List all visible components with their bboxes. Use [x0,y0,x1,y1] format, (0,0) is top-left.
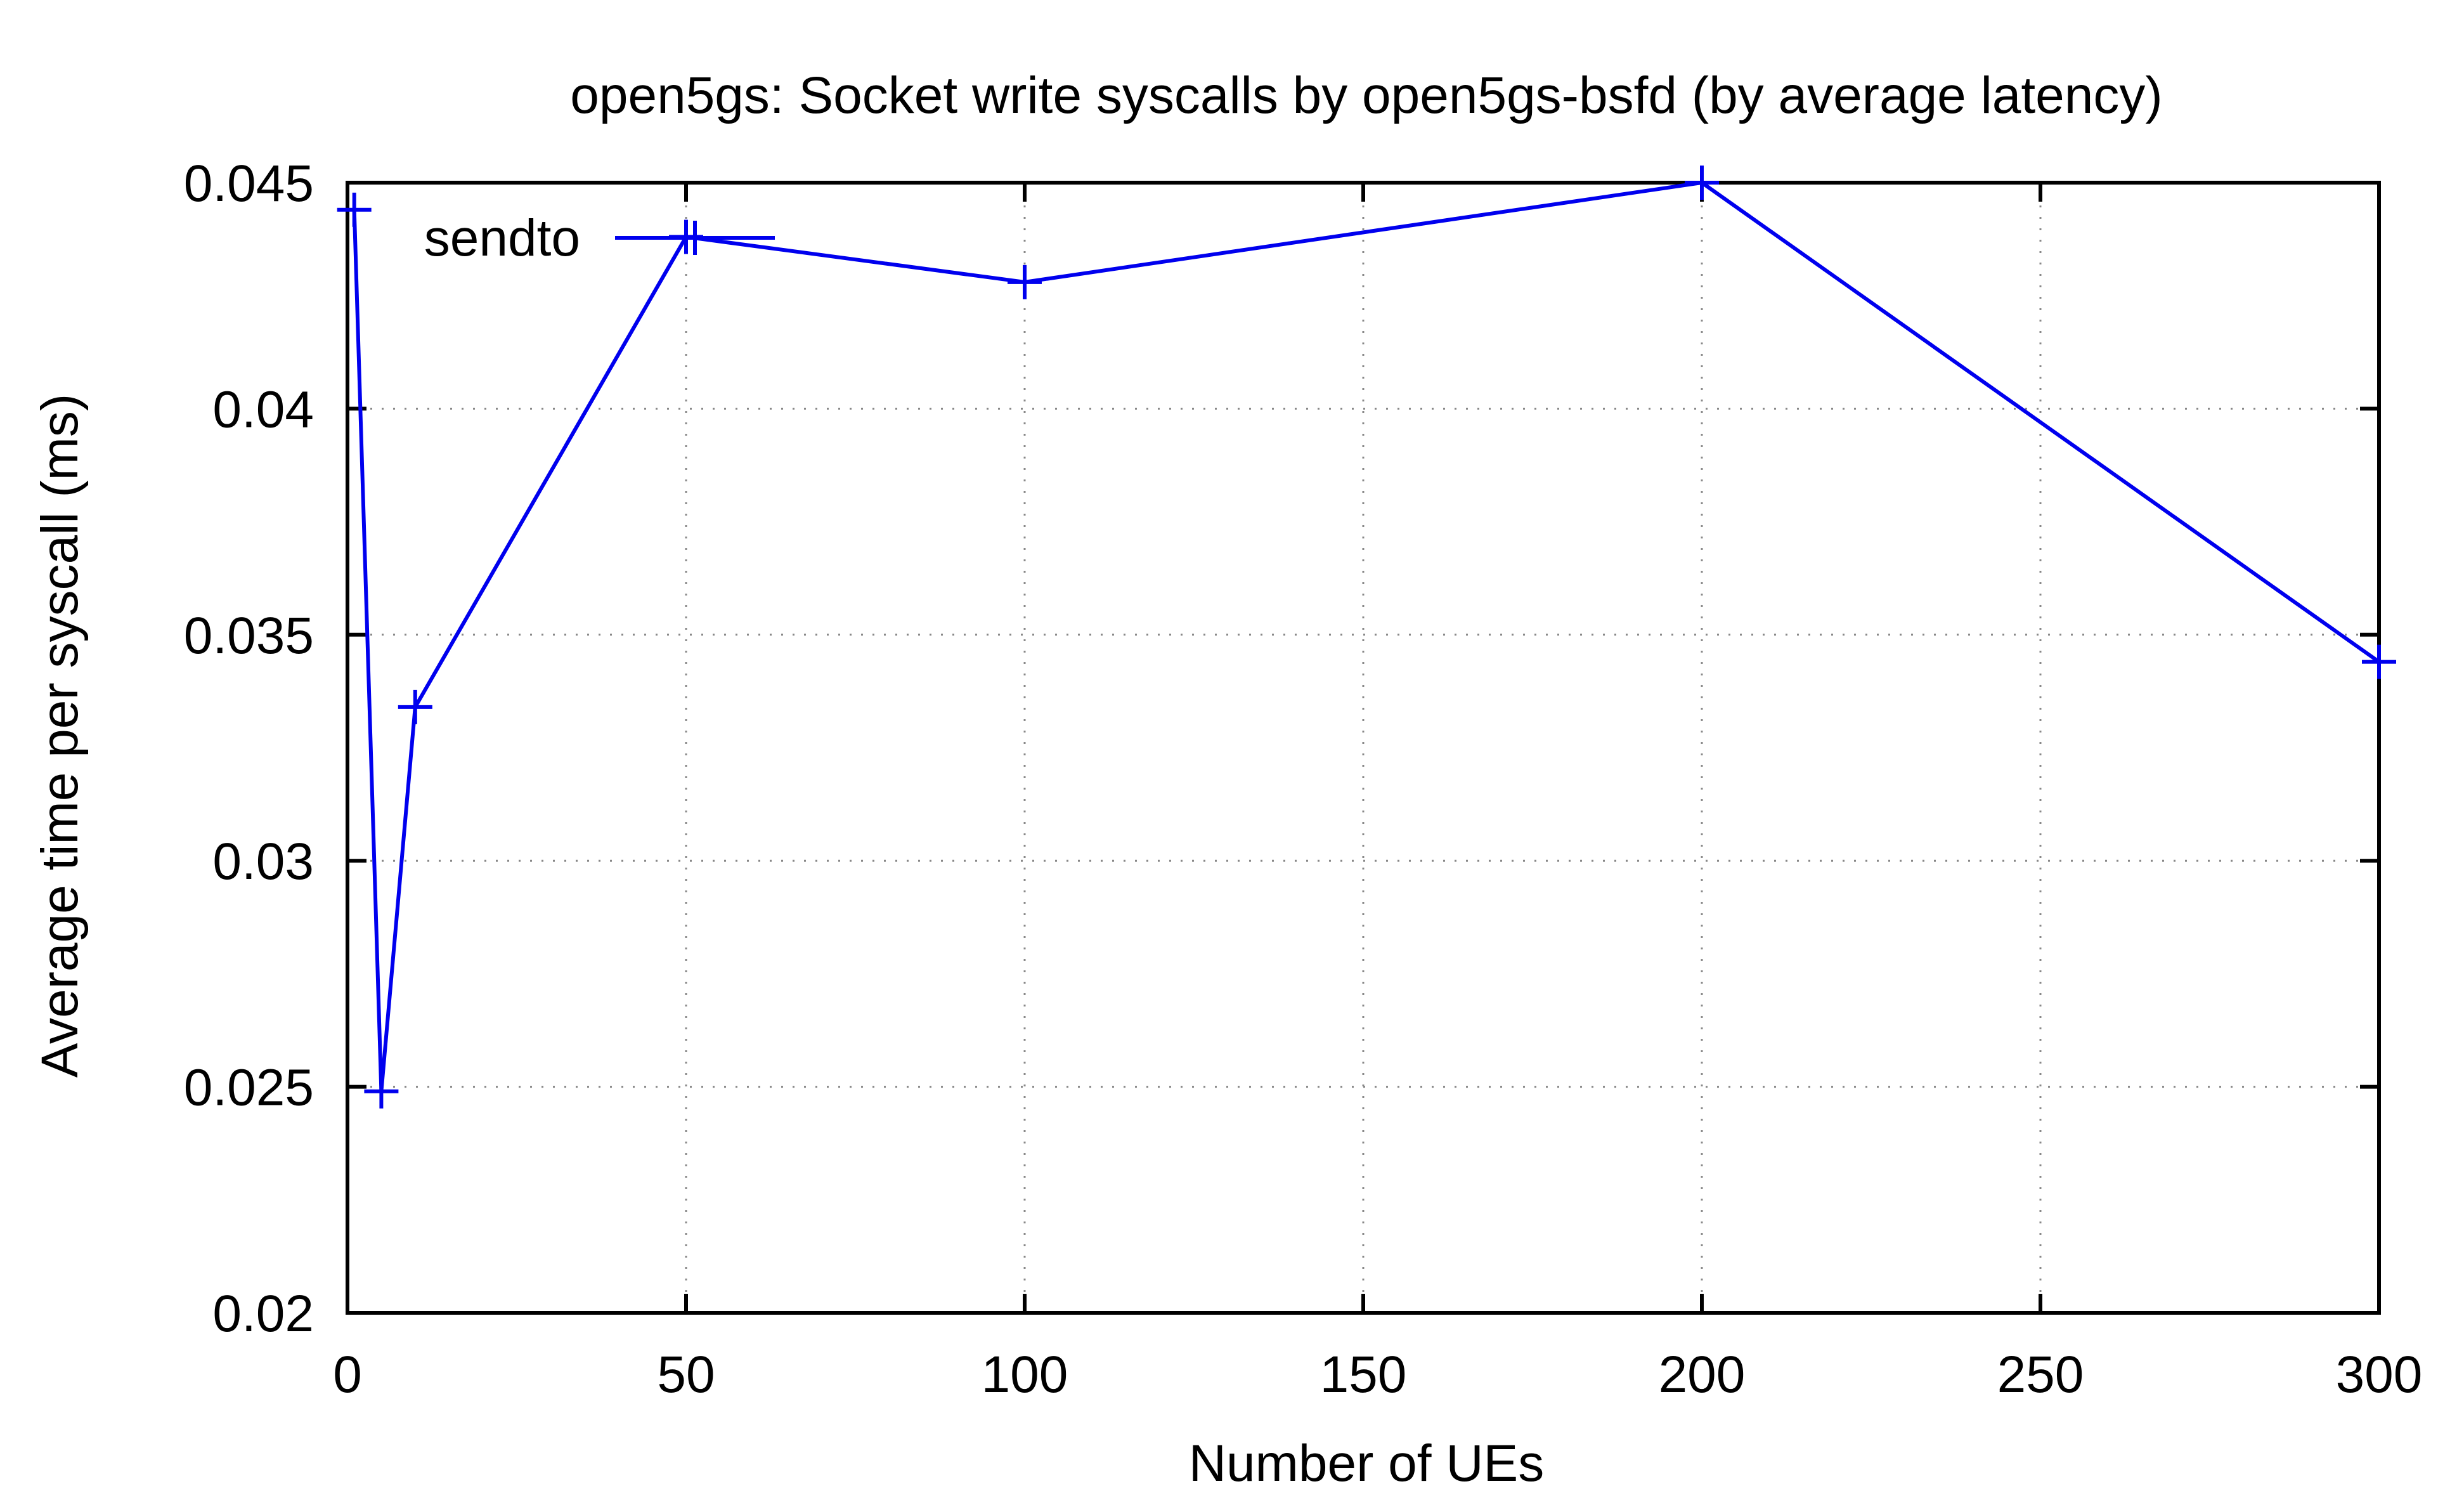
x-tick-label: 200 [1659,1346,1746,1404]
series-line-sendto [352,181,2380,1093]
legend-label: sendto [424,209,580,267]
y-axis-label: Average time per syscall (ms) [31,394,89,1078]
x-tick-label: 250 [1997,1346,2084,1404]
chart-title: open5gs: Socket write syscalls by open5g… [570,67,2162,124]
x-tick-label: 100 [982,1346,1068,1404]
data-point [364,1074,399,1109]
data-point [337,192,372,227]
y-tick-label: 0.02 [212,1285,314,1343]
data-point [2362,644,2396,679]
x-axis-label: Number of UEs [1189,1435,1545,1492]
y-axis-tick-labels: 0.02 0.025 0.03 0.035 0.04 0.045 [184,155,314,1343]
y-tick-label: 0.025 [184,1059,314,1117]
grid [347,183,2379,1313]
x-axis-tick-labels: 0 50 100 150 200 250 300 [333,1346,2422,1404]
y-tick-label: 0.045 [184,155,314,212]
data-point [1685,166,1719,200]
series-layer [337,166,2396,1109]
y-tick-label: 0.04 [212,381,314,438]
x-tick-label: 300 [2336,1346,2423,1404]
x-tick-label: 150 [1320,1346,1407,1404]
x-tick-label: 0 [333,1346,362,1404]
data-point [1008,264,1042,299]
y-tick-label: 0.035 [184,607,314,665]
x-tick-label: 50 [657,1346,715,1404]
y-tick-label: 0.03 [212,833,314,890]
legend: sendto [424,209,775,267]
data-point [398,689,432,724]
